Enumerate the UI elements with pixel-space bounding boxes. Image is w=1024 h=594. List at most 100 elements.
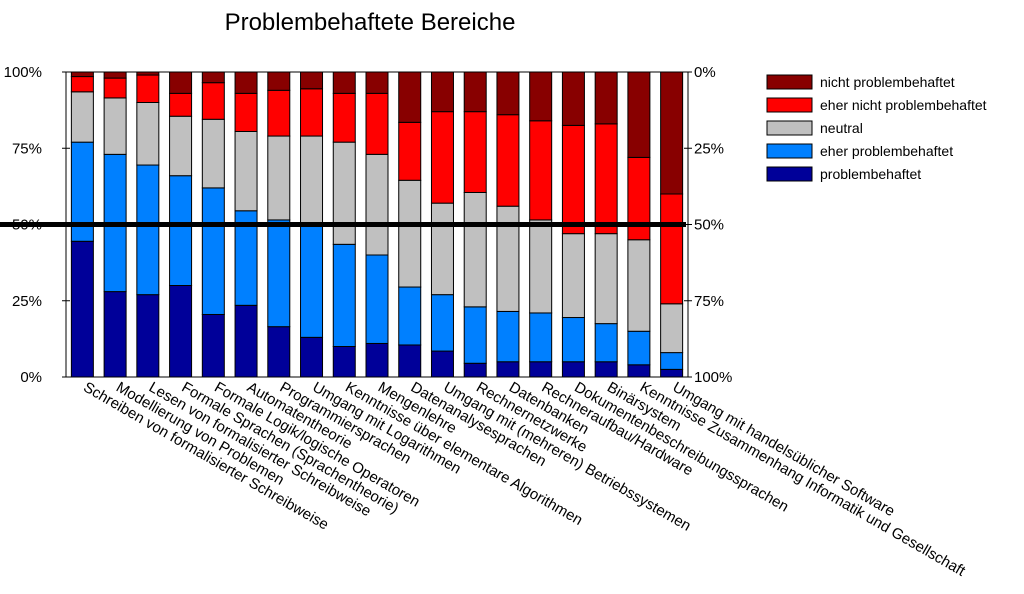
axis-ticks: 0% 100% 25% 75% 50% 50% 75% 25% 100% 0% (4, 64, 733, 386)
bar-segment-0-3 (70, 76, 94, 93)
y-tick-right-label: 100% (694, 369, 732, 386)
bar-segment-17-0 (627, 364, 651, 378)
bar-segment-17-1 (627, 330, 651, 366)
bar-segment-12-1 (463, 306, 487, 364)
bar-segment-15-3 (561, 124, 585, 235)
bar-segment-12-3 (463, 111, 487, 193)
bar-segment-9-1 (365, 254, 389, 344)
bar-segment-15-0 (561, 361, 585, 378)
bar-segment-18-3 (660, 193, 684, 305)
bar-segment-4-3 (201, 82, 225, 120)
legend-swatch-0 (766, 74, 813, 90)
bar-segment-17-2 (627, 239, 651, 332)
bar-segment-3-3 (169, 92, 193, 117)
bar-segment-6-3 (267, 89, 291, 137)
bar-segment-15-2 (561, 233, 585, 319)
y-tick-right-label: 25% (694, 140, 724, 157)
legend-swatch-2 (766, 120, 813, 136)
bar-segment-9-2 (365, 153, 389, 256)
bar-segment-14-4 (529, 71, 553, 122)
bar-segment-3-2 (169, 115, 193, 177)
bar-segment-3-1 (169, 175, 193, 286)
bar-segment-18-0 (660, 368, 684, 378)
y-tick-left-label: 0% (20, 369, 42, 386)
legend-label-0: nicht problembehaftet (820, 74, 955, 90)
bar-segment-5-0 (234, 304, 258, 378)
bar-segment-8-2 (332, 141, 356, 245)
bar-segment-18-1 (660, 352, 684, 370)
bar-segment-9-4 (365, 71, 389, 94)
bar-segment-17-3 (627, 156, 651, 241)
bar-segment-3-0 (169, 285, 193, 378)
y-tick-left-label: 100% (4, 64, 42, 81)
bar-segment-4-4 (201, 71, 225, 84)
y-tick-left-label: 75% (12, 140, 42, 157)
bar-segment-1-4 (103, 71, 127, 79)
bar-segment-11-0 (430, 350, 454, 378)
bar-segment-14-1 (529, 312, 553, 363)
bar-segment-0-0 (70, 240, 94, 378)
bar-segment-2-2 (136, 102, 160, 166)
y-tick-left-label: 25% (12, 293, 42, 310)
bar-segment-17-4 (627, 71, 651, 158)
y-tick-right-label: 0% (694, 64, 716, 81)
bar-segment-16-2 (594, 233, 618, 325)
bar-segment-9-0 (365, 342, 389, 378)
legend-swatch-3 (766, 143, 813, 159)
bar-segment-2-1 (136, 164, 160, 296)
bar-segment-18-4 (660, 71, 684, 195)
bar-segment-4-0 (201, 313, 225, 378)
bar-segment-6-0 (267, 326, 291, 378)
bar-segment-10-4 (398, 71, 422, 123)
bar-segment-1-0 (103, 291, 127, 378)
y-tick-left-label: 50% (12, 217, 42, 234)
bar-segment-0-4 (70, 71, 94, 78)
bar-segment-13-3 (496, 114, 520, 207)
bar-segment-1-3 (103, 77, 127, 99)
legend-swatch-4 (766, 166, 813, 182)
bar-segment-15-1 (561, 317, 585, 363)
bar-segment-10-0 (398, 344, 422, 378)
bar-segment-12-2 (463, 191, 487, 308)
bar-segment-14-2 (529, 219, 553, 314)
bar-segment-16-4 (594, 71, 618, 125)
bar-segment-16-1 (594, 323, 618, 363)
bar-segment-13-1 (496, 310, 520, 363)
bar-segment-9-3 (365, 92, 389, 155)
bar-segment-7-4 (300, 71, 324, 90)
bar-segment-3-4 (169, 71, 193, 94)
legend-label-2: neutral (820, 120, 863, 136)
bar-segment-15-4 (561, 71, 585, 126)
y-tick-right-label: 75% (694, 293, 724, 310)
bar-segment-7-2 (300, 135, 324, 224)
bar-segment-11-3 (430, 111, 454, 204)
y-tick-right-label: 50% (694, 217, 724, 234)
category-labels: Schreiben von formalisierter Schreibweis… (80, 379, 969, 580)
bar-segment-11-2 (430, 202, 454, 296)
bar-segment-7-3 (300, 88, 324, 137)
bars-group (70, 71, 684, 378)
legend-label-1: eher nicht problembehaftet (820, 97, 987, 113)
bar-segment-13-0 (496, 361, 520, 378)
bar-segment-16-3 (594, 123, 618, 235)
bar-segment-6-2 (267, 135, 291, 221)
bar-segment-10-3 (398, 121, 422, 181)
bar-segment-11-1 (430, 294, 454, 352)
bar-segment-8-4 (332, 71, 356, 94)
bar-segment-5-4 (234, 71, 258, 94)
chart-title: Problembehaftete Bereiche (225, 9, 516, 36)
bar-segment-2-0 (136, 294, 160, 378)
bar-segment-13-2 (496, 205, 520, 312)
bar-segment-6-4 (267, 71, 291, 91)
legend: nicht problembehaftet eher nicht problemb… (766, 74, 987, 182)
bar-segment-16-0 (594, 361, 618, 378)
bar-segment-5-2 (234, 130, 258, 212)
bar-segment-8-1 (332, 243, 356, 348)
bar-segment-10-1 (398, 286, 422, 346)
bar-segment-10-2 (398, 179, 422, 288)
legend-label-4: problembehaftet (820, 166, 921, 182)
bar-segment-8-0 (332, 346, 356, 378)
bar-segment-4-1 (201, 187, 225, 315)
bar-segment-1-2 (103, 97, 127, 155)
bar-segment-6-1 (267, 219, 291, 328)
